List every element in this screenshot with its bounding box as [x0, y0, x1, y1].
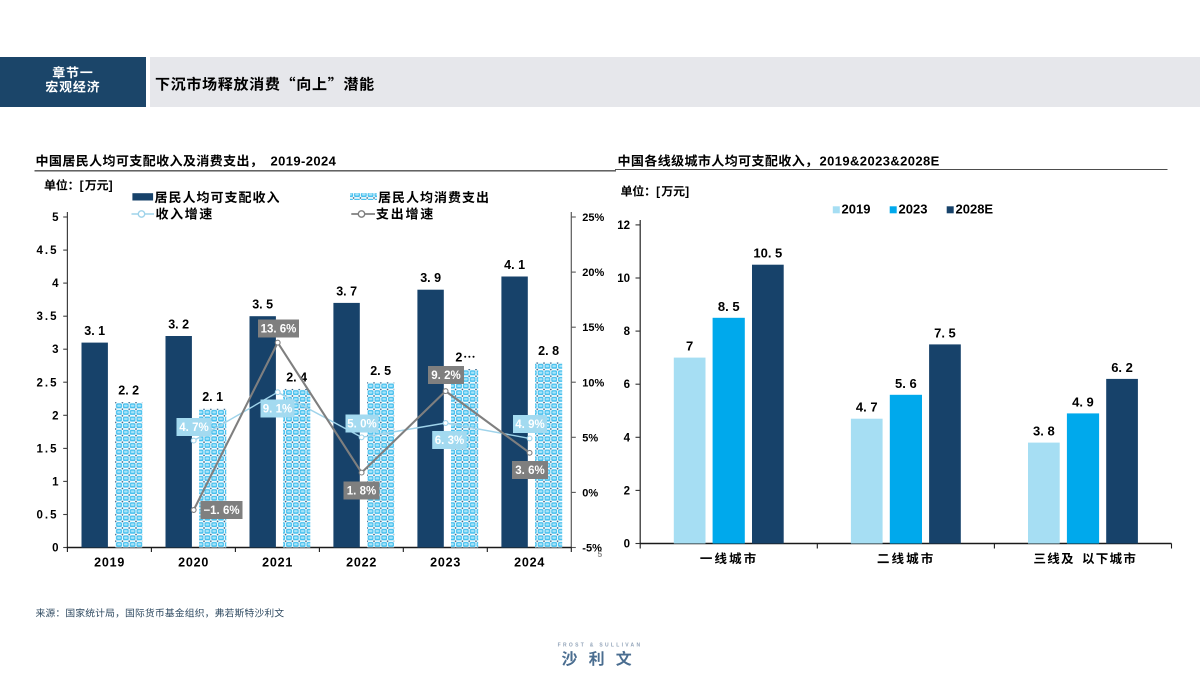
svg-text:10. 5: 10. 5 — [753, 246, 782, 261]
svg-text:1: 1 — [52, 476, 59, 488]
svg-text:7. 5: 7. 5 — [934, 325, 956, 340]
svg-text:4. 9%: 4. 9% — [515, 419, 544, 431]
svg-text:2024: 2024 — [514, 556, 545, 570]
svg-text:5: 5 — [598, 549, 603, 559]
svg-text:3.5: 3.5 — [37, 311, 59, 323]
svg-text:3. 9: 3. 9 — [420, 271, 441, 285]
svg-text:3: 3 — [52, 344, 58, 356]
svg-text:5. 6: 5. 6 — [895, 376, 917, 391]
svg-text:2022: 2022 — [346, 556, 377, 570]
svg-text:−1. 6%: −1. 6% — [203, 505, 239, 517]
svg-text:0%: 0% — [582, 487, 598, 499]
svg-text:0: 0 — [624, 539, 630, 551]
svg-text:]: ] — [109, 179, 113, 193]
svg-text:1.5: 1.5 — [37, 443, 59, 455]
svg-text:2.5: 2.5 — [37, 377, 59, 389]
svg-text:3. 6%: 3. 6% — [515, 465, 544, 477]
svg-text:15%: 15% — [582, 322, 604, 334]
svg-text:3. 8: 3. 8 — [1033, 424, 1055, 439]
svg-text:9. 2%: 9. 2% — [431, 370, 460, 382]
svg-text:3. 7: 3. 7 — [336, 284, 357, 298]
svg-text:2. 5: 2. 5 — [370, 364, 391, 378]
svg-text:8. 5: 8. 5 — [718, 299, 740, 314]
svg-text:[: [ — [80, 179, 84, 193]
svg-text:2. 8: 2. 8 — [538, 344, 559, 358]
svg-text:[: [ — [656, 185, 660, 199]
svg-text:4: 4 — [624, 432, 631, 444]
svg-text:2. 1: 2. 1 — [202, 390, 223, 404]
svg-text:12: 12 — [617, 220, 630, 232]
svg-text:5. 0%: 5. 0% — [347, 419, 376, 431]
svg-text:5%: 5% — [582, 432, 598, 444]
svg-text:2. 2: 2. 2 — [118, 384, 139, 398]
svg-text:4. 7%: 4. 7% — [179, 422, 208, 434]
svg-text:1. 8%: 1. 8% — [347, 486, 376, 498]
svg-text:20%: 20% — [582, 267, 604, 279]
svg-text:10%: 10% — [582, 377, 604, 389]
svg-text:2023: 2023 — [430, 556, 461, 570]
svg-text:2019&2023&2028E: 2019&2023&2028E — [820, 154, 940, 169]
svg-text:2: 2 — [52, 410, 58, 422]
svg-text:13. 6%: 13. 6% — [261, 324, 297, 336]
svg-text:9. 1%: 9. 1% — [263, 404, 292, 416]
svg-text:2020: 2020 — [178, 556, 209, 570]
svg-text:0.5: 0.5 — [37, 509, 59, 521]
svg-text:4. 1: 4. 1 — [504, 258, 525, 272]
svg-text:3. 5: 3. 5 — [252, 298, 273, 312]
svg-text:2021: 2021 — [262, 556, 293, 570]
svg-text:5: 5 — [52, 212, 59, 224]
svg-text:2023: 2023 — [899, 202, 928, 217]
svg-text:FROST & SULLIVAN: FROST & SULLIVAN — [558, 643, 643, 649]
svg-text:4. 7: 4. 7 — [856, 400, 878, 415]
svg-text:-5%: -5% — [582, 543, 602, 555]
svg-text:2028E: 2028E — [956, 202, 994, 217]
svg-text:6. 3%: 6. 3% — [435, 435, 464, 447]
svg-text:3. 1: 3. 1 — [84, 324, 105, 338]
svg-text:2019: 2019 — [842, 202, 871, 217]
svg-text:8: 8 — [624, 326, 631, 338]
svg-text:6. 2: 6. 2 — [1111, 360, 1133, 375]
svg-text:6: 6 — [624, 379, 630, 391]
svg-text:2: 2 — [624, 485, 630, 497]
svg-text:]: ] — [685, 185, 689, 199]
svg-text:2019-2024: 2019-2024 — [271, 154, 337, 169]
svg-text:2: 2 — [455, 351, 462, 365]
svg-text:4: 4 — [52, 278, 59, 290]
svg-text:4. 9: 4. 9 — [1072, 394, 1094, 409]
svg-text:7: 7 — [686, 339, 693, 354]
svg-text:10: 10 — [617, 273, 630, 285]
svg-text:25%: 25% — [582, 212, 604, 224]
svg-text:2019: 2019 — [94, 556, 125, 570]
svg-text:4.5: 4.5 — [37, 245, 59, 257]
svg-text:3. 2: 3. 2 — [168, 317, 189, 331]
svg-text:0: 0 — [52, 543, 58, 555]
